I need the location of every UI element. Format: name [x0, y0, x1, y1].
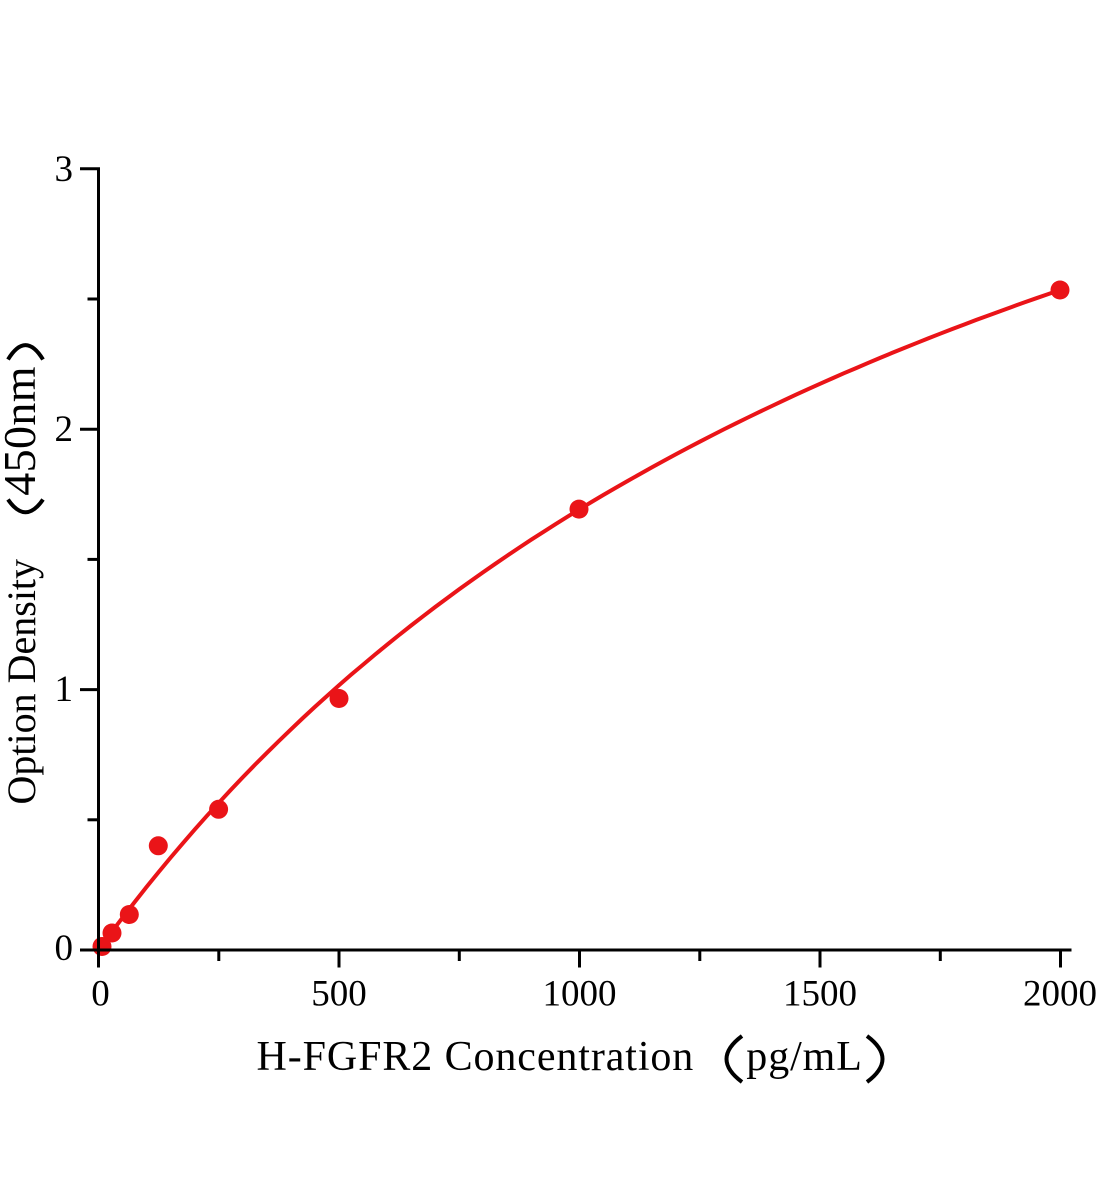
svg-text:3: 3 — [55, 149, 74, 190]
svg-text:0: 0 — [91, 974, 110, 1015]
svg-text:H-FGFR2 Concentration: H-FGFR2 Concentration — [257, 1034, 695, 1080]
svg-text:pg/mL: pg/mL — [746, 1034, 863, 1080]
svg-text:Option Density: Option Density — [0, 559, 44, 805]
svg-text:500: 500 — [311, 974, 367, 1015]
svg-text:1500: 1500 — [783, 974, 857, 1015]
svg-text:1000: 1000 — [543, 974, 617, 1015]
svg-text:1: 1 — [55, 669, 74, 710]
svg-text:450nm: 450nm — [0, 366, 45, 496]
svg-text:2000: 2000 — [1023, 974, 1097, 1015]
svg-text:0: 0 — [55, 928, 74, 969]
svg-text:2: 2 — [55, 409, 74, 450]
